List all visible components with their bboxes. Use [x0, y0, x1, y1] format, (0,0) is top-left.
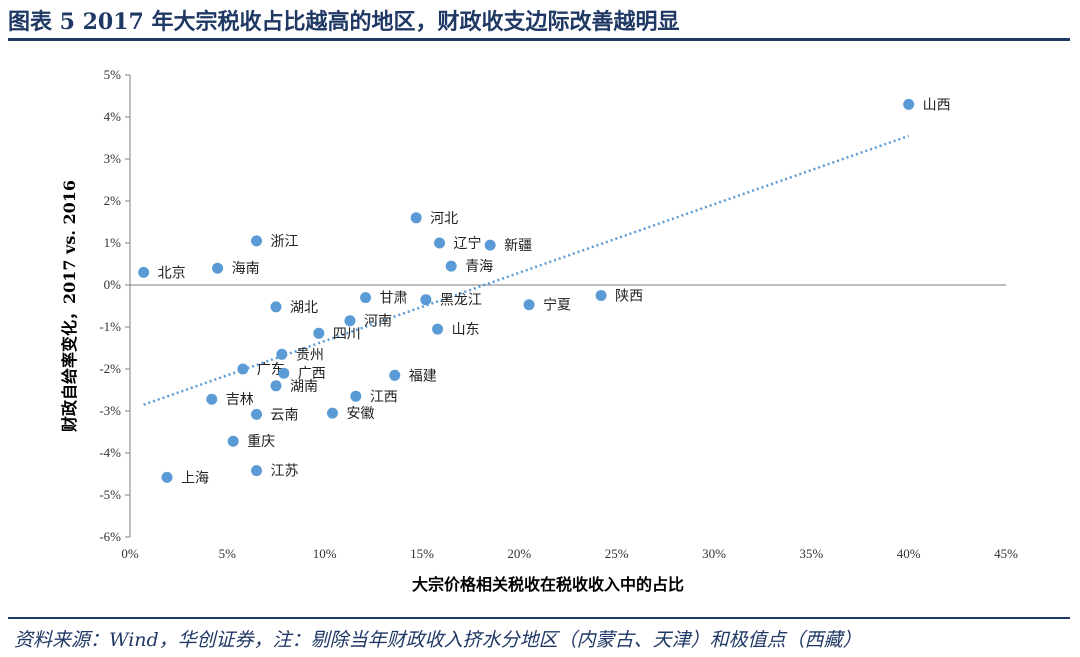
- data-label: 海南: [232, 261, 260, 277]
- data-point: [523, 299, 535, 311]
- data-label: 宁夏: [543, 297, 571, 314]
- data-label: 江苏: [271, 464, 299, 480]
- data-label: 河南: [364, 314, 392, 330]
- data-label: 黑龙江: [440, 293, 482, 309]
- data-point: [903, 98, 915, 110]
- y-tick-label: -1%: [99, 319, 121, 334]
- y-tick-label: -5%: [99, 487, 121, 502]
- trendline: [143, 134, 910, 406]
- y-tick-label: 0%: [104, 277, 122, 292]
- data-point: [270, 301, 282, 313]
- y-tick-labels: 5% 4% 3% 2% 1% 0% -1% -2% -3% -4% -5% -6%: [99, 67, 130, 544]
- x-tick-label: 35%: [799, 546, 823, 561]
- x-tick-label: 5%: [219, 546, 237, 561]
- data-label: 上海: [181, 470, 209, 486]
- data-point: [276, 348, 288, 360]
- data-label: 山西: [923, 97, 951, 113]
- data-label: 北京: [158, 265, 186, 281]
- data-label: 山东: [452, 322, 480, 338]
- data-label: 湖北: [290, 300, 318, 316]
- x-tick-label: 15%: [410, 546, 434, 561]
- data-label: 甘肃: [380, 291, 408, 307]
- y-axis: 5% 4% 3% 2% 1% 0% -1% -2% -3% -4% -5% -6%: [99, 67, 131, 544]
- x-tick-label: 20%: [507, 546, 531, 561]
- data-label: 云南: [271, 407, 299, 423]
- x-tick-label: 10%: [313, 546, 337, 561]
- x-tick-label: 25%: [605, 546, 629, 561]
- data-label: 湖南: [290, 379, 318, 395]
- data-label: 广东: [257, 362, 285, 378]
- y-tick-label: -4%: [99, 445, 121, 460]
- data-point: [344, 315, 356, 327]
- data-label: 贵州: [296, 347, 324, 363]
- data-label: 四川: [333, 326, 361, 342]
- data-point: [212, 262, 224, 274]
- data-point: [313, 327, 325, 339]
- data-label: 河北: [430, 211, 458, 227]
- data-point: [138, 266, 150, 278]
- data-point: [251, 235, 263, 247]
- data-point: [410, 212, 422, 224]
- x-tick-labels: 0% 5% 10% 15% 20% 25% 30% 35% 40% 45%: [121, 546, 1018, 561]
- data-label: 重庆: [247, 434, 275, 450]
- x-axis-title: 大宗价格相关税收在税收收入中的占比: [412, 575, 684, 594]
- data-point: [251, 465, 263, 477]
- data-point: [445, 260, 457, 272]
- data-point: [389, 369, 401, 381]
- footer-rule: [8, 617, 1070, 619]
- data-label: 辽宁: [454, 235, 482, 252]
- y-tick-label: -2%: [99, 361, 121, 376]
- source-note: 资料来源：Wind，华创证券，注：剔除当年财政收入挤水分地区（内蒙古、天津）和极…: [14, 629, 862, 651]
- data-point: [360, 292, 372, 304]
- x-tick-label: 30%: [702, 546, 726, 561]
- data-label: 新疆: [504, 238, 532, 254]
- y-tick-label: 2%: [104, 193, 122, 208]
- y-tick-label: 4%: [104, 109, 122, 124]
- data-point: [432, 323, 444, 335]
- data-label: 安徽: [346, 406, 374, 422]
- data-point: [161, 471, 173, 483]
- data-label: 福建: [409, 368, 437, 384]
- data-label: 吉林: [226, 392, 254, 408]
- data-label: 浙江: [271, 234, 299, 250]
- data-point: [251, 408, 263, 420]
- data-label: 江西: [370, 389, 398, 405]
- y-tick-label: 1%: [104, 235, 122, 250]
- x-tick-label: 45%: [994, 546, 1018, 561]
- x-tick-label: 40%: [897, 546, 921, 561]
- data-point: [237, 363, 249, 375]
- data-point: [350, 390, 362, 402]
- y-axis-title: 财政自给率变化，2017 vs. 2016: [60, 180, 79, 433]
- data-point: [326, 407, 338, 419]
- data-point: [270, 380, 282, 392]
- figure-title: 图表 5 2017 年大宗税收占比越高的地区，财政收支边际改善越明显: [8, 9, 680, 35]
- data-point: [206, 393, 218, 405]
- data-point: [484, 239, 496, 251]
- x-tick-label: 0%: [121, 546, 139, 561]
- x-axis: 0% 5% 10% 15% 20% 25% 30% 35% 40% 45%: [121, 284, 1018, 561]
- data-point: [227, 435, 239, 447]
- y-tick-label: 5%: [104, 67, 122, 82]
- data-label: 陕西: [615, 289, 643, 305]
- title-rule: [8, 38, 1070, 41]
- data-point: [434, 237, 446, 249]
- data-point: [595, 290, 607, 301]
- data-point: [420, 294, 432, 306]
- y-tick-label: 3%: [104, 151, 122, 166]
- data-label: 青海: [465, 259, 493, 275]
- data-point: [278, 367, 290, 379]
- y-tick-label: -3%: [99, 403, 121, 418]
- data-label: 广西: [298, 366, 326, 382]
- y-tick-label: -6%: [99, 529, 121, 544]
